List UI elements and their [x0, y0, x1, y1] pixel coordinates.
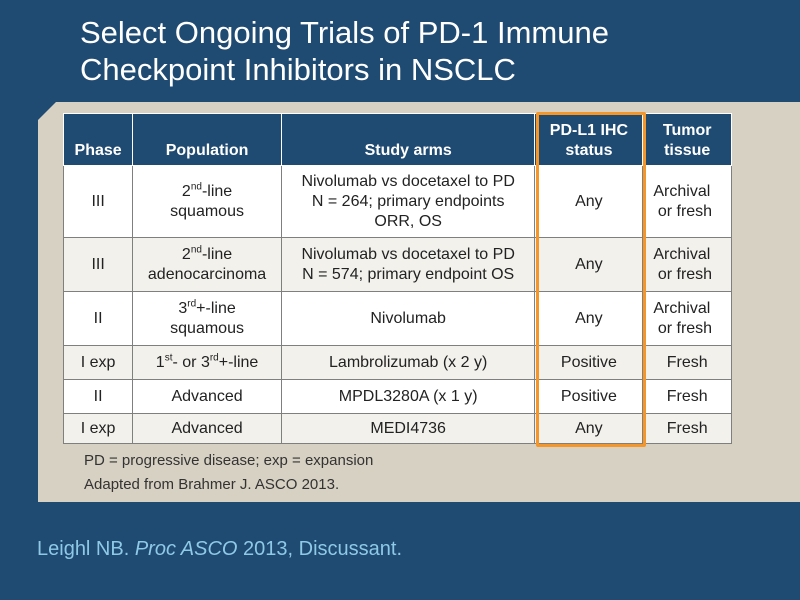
cell-pdl1: Any [534, 413, 644, 444]
cell-study-arms: Lambrolizumab (x 2 y) [280, 345, 536, 380]
cell-study-arms: Nivolumab vs docetaxel to PD N = 574; pr… [280, 237, 536, 292]
header-tumor-tissue: Tumor tissue [642, 113, 732, 166]
cell-phase: I exp [62, 345, 134, 380]
cell-population: 2nd-line squamous [132, 165, 282, 238]
header-population: Population [132, 113, 282, 166]
table-header-row: Phase Population Study arms PD-L1 IHC st… [62, 113, 732, 166]
cell-population: 2nd-line adenocarcinoma [132, 237, 282, 292]
cell-pdl1: Any [534, 291, 644, 346]
header-pdl1-status: PD-L1 IHC status [534, 113, 644, 166]
header-phase: Phase [62, 113, 134, 166]
citation-rest: 2013, Discussant. [237, 538, 402, 560]
cell-tissue: Fresh [642, 345, 732, 380]
footnotes: PD = progressive disease; exp = expansio… [84, 449, 373, 497]
cell-pdl1: Positive [534, 379, 644, 414]
title-line-2: Checkpoint Inhibitors in NSCLC [80, 52, 516, 87]
cell-tissue: Archival or fresh [642, 291, 732, 346]
cell-phase: II [62, 379, 134, 414]
cell-pdl1: Any [534, 165, 644, 238]
header-study-arms: Study arms [280, 113, 536, 166]
footnote-abbreviations: PD = progressive disease; exp = expansio… [84, 452, 374, 469]
table-row: II 3rd+-line squamous Nivolumab Any Arch… [62, 291, 732, 346]
trials-table: Phase Population Study arms PD-L1 IHC st… [62, 113, 732, 444]
cell-tissue: Fresh [642, 379, 732, 414]
citation-journal: Proc ASCO [134, 538, 238, 560]
cell-tissue: Fresh [642, 413, 732, 444]
cell-study-arms: Nivolumab vs docetaxel to PD N = 264; pr… [280, 165, 536, 238]
table-row: II Advanced MPDL3280A (x 1 y) Positive F… [62, 379, 732, 414]
table-row: III 2nd-line adenocarcinoma Nivolumab vs… [62, 237, 732, 292]
table-row: III 2nd-line squamous Nivolumab vs docet… [62, 165, 732, 238]
table-row: I exp 1st- or 3rd+-line Lambrolizumab (x… [62, 345, 732, 380]
title-line-1: Select Ongoing Trials of PD-1 Immune [80, 15, 609, 50]
citation-author: Leighl NB. [37, 538, 135, 560]
cell-tissue: Archival or fresh [642, 237, 732, 292]
cell-population: 3rd+-line squamous [132, 291, 282, 346]
cell-pdl1: Any [534, 237, 644, 292]
cell-phase: III [62, 165, 134, 238]
cell-study-arms: MPDL3280A (x 1 y) [280, 379, 536, 414]
cell-phase: III [62, 237, 134, 292]
cell-population: Advanced [132, 379, 282, 414]
footnote-source: Adapted from Brahmer J. ASCO 2013. [84, 476, 340, 493]
slide-title: Select Ongoing Trials of PD-1 Immune Che… [80, 14, 780, 88]
cell-tissue: Archival or fresh [642, 165, 732, 238]
cell-phase: II [62, 291, 134, 346]
cell-study-arms: Nivolumab [280, 291, 536, 346]
table-row: I exp Advanced MEDI4736 Any Fresh [62, 413, 732, 444]
citation: Leighl NB. Proc ASCO 2013, Discussant. [37, 538, 402, 561]
cell-population: 1st- or 3rd+-line [132, 345, 282, 380]
cell-pdl1: Positive [534, 345, 644, 380]
cell-population: Advanced [132, 413, 282, 444]
cell-study-arms: MEDI4736 [280, 413, 536, 444]
cell-phase: I exp [62, 413, 134, 444]
